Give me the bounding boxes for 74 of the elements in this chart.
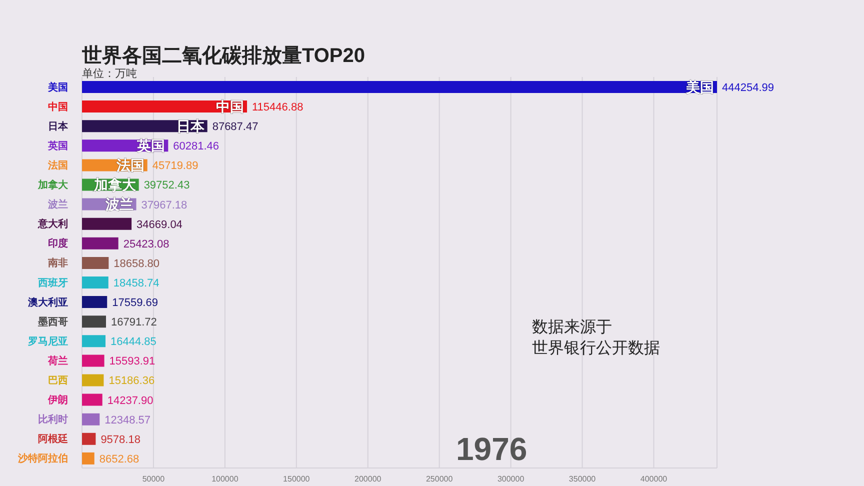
data-label: 18658.80 [114,258,160,270]
x-tick-label: 50000 [142,474,166,484]
bar [82,452,94,464]
data-label: 45719.89 [152,160,198,172]
data-label: 15186.36 [108,375,155,388]
y-tick-label: 南非 [47,257,68,270]
annotation: 世界银行公开数据 [532,339,660,358]
y-tick-label: 荷兰 [47,354,68,367]
data-label: 16444.85 [110,336,156,348]
data-label: 444254.99 [722,82,774,94]
bar [82,316,106,328]
y-tick-label: 比利时 [38,414,68,426]
data-label: 15593.91 [109,356,156,368]
y-tick-label: 意大利 [37,218,68,230]
y-tick-label: 伊朗 [47,394,68,406]
x-tick-label: 200000 [354,474,382,484]
chart-subtitle: 单位：万吨 [82,67,137,81]
bar [82,394,102,406]
data-label: 17559.69 [112,297,158,310]
annotation: 波兰 [104,196,134,212]
bar [82,81,717,93]
data-label: 25423.08 [123,238,170,250]
y-tick-label: 英国 [47,140,68,152]
y-tick-label: 罗马尼亚 [27,335,68,348]
y-tick-label: 法国 [47,159,68,172]
annotation: 日本 [176,118,206,134]
bar [82,218,132,230]
annotation: 1976 [456,430,528,468]
data-label: 9578.18 [100,434,140,446]
annotation: 数据来源于 [532,318,612,338]
y-tick-label: 阿根廷 [38,433,68,446]
data-label: 39752.43 [144,180,190,192]
y-tick-label: 西班牙 [37,276,68,289]
y-tick-label: 加拿大 [37,179,69,192]
x-tick-label: 100000 [212,474,239,484]
annotation: 法国 [115,157,144,174]
annotation: 加拿大 [92,176,137,193]
y-tick-label: 波兰 [47,198,68,211]
data-label: 87687.47 [212,121,258,134]
annotation: 英国 [136,137,166,154]
x-tick-label: 350000 [568,474,596,484]
bar [82,432,96,445]
y-tick-label: 巴西 [48,376,68,387]
x-tick-label: 250000 [426,474,454,484]
x-tick-label: 150000 [283,474,310,484]
y-tick-label: 美国 [47,81,68,94]
bar [82,335,106,348]
y-tick-label: 墨西哥 [37,316,68,328]
y-tick-label: 日本 [48,120,69,132]
bar [82,256,109,269]
bar [82,237,118,250]
data-label: 18458.74 [113,277,160,290]
data-label: 60281.46 [173,140,220,153]
data-label: 14237.90 [107,394,154,407]
data-label: 8652.68 [99,453,140,466]
annotation: 美国 [685,78,714,95]
bar [82,296,108,308]
x-tick-label: 300000 [497,474,525,484]
bar [82,276,108,288]
bar [82,413,100,426]
y-tick-label: 印度 [48,238,68,250]
data-label: 34669.04 [136,218,182,231]
data-label: 12348.57 [104,414,151,426]
y-tick-label: 澳大利亚 [27,296,68,308]
annotation: 中国 [216,98,244,114]
y-tick-label: 沙特阿拉伯 [17,452,68,465]
bar [82,374,104,386]
y-tick-label: 中国 [48,100,68,113]
data-label: 115446.88 [252,102,304,114]
chart-title: 世界各国二氧化碳排放量TOP20 [82,44,365,68]
bar [82,354,104,367]
data-label: 16791.72 [111,316,157,329]
data-label: 37967.18 [141,199,188,212]
x-tick-label: 400000 [640,474,668,484]
